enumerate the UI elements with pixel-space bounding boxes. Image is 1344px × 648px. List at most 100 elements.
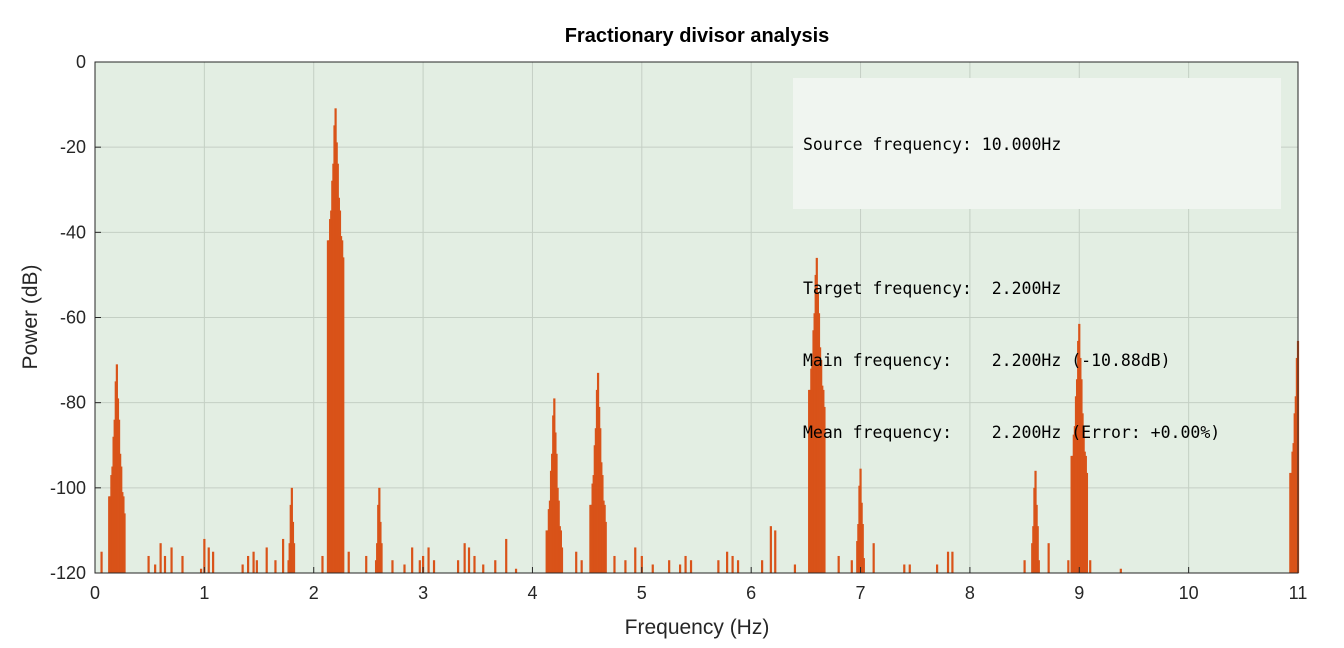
- y-tick-label: -100: [50, 478, 86, 498]
- spectrum-bar: [287, 560, 290, 573]
- y-tick-label: -80: [60, 393, 86, 413]
- spectrum-bar: [403, 564, 406, 573]
- spectrum-bar: [668, 560, 671, 573]
- spectrum-bar: [342, 257, 345, 573]
- spectrum-bar: [212, 551, 215, 573]
- spectrum-bar: [774, 530, 777, 573]
- info-mean-frequency: Mean frequency: 2.200Hz (Error: +0.00%): [803, 423, 1221, 442]
- info-main-frequency: Main frequency: 2.200Hz (-10.88dB): [803, 351, 1171, 370]
- spectrum-bar: [1036, 526, 1039, 573]
- spectrum-bar: [1023, 560, 1026, 573]
- spectrum-bar: [862, 558, 865, 573]
- spectrum-bar: [908, 564, 911, 573]
- spectrum-bar: [203, 538, 206, 573]
- spectrum-bar: [1119, 568, 1122, 573]
- spectrum-bar: [793, 564, 797, 573]
- x-tick-label: 8: [965, 583, 975, 603]
- spectrum-bar: [689, 560, 693, 573]
- x-tick-label: 7: [856, 583, 866, 603]
- spectrum-bar: [1067, 560, 1070, 573]
- spectrum-bar: [207, 547, 210, 573]
- y-tick-label: -40: [60, 222, 86, 242]
- bar-series: [100, 108, 1300, 574]
- spectrum-bar: [837, 555, 840, 573]
- x-tick-label: 1: [199, 583, 209, 603]
- spectrum-bar: [678, 564, 682, 573]
- y-tick-label: 0: [76, 52, 86, 72]
- x-tick-label: 5: [637, 583, 647, 603]
- spectrum-bar: [903, 564, 906, 573]
- spectrum-bar: [1047, 543, 1050, 573]
- spectrum-bar: [380, 543, 383, 573]
- spectrum-bar: [808, 389, 811, 573]
- spectrum-bar: [613, 555, 616, 573]
- spectrum-bar: [946, 551, 950, 573]
- spectrum-bar: [159, 543, 162, 573]
- spectrum-bar: [545, 530, 548, 573]
- spectrum-bar: [255, 560, 258, 573]
- spectrum-bar: [560, 547, 564, 573]
- x-tick-label: 3: [418, 583, 428, 603]
- spectrum-bar: [936, 564, 939, 573]
- spectrum-bar: [1289, 472, 1292, 573]
- spectrum-bar: [170, 547, 173, 573]
- spectrum-bar: [374, 560, 378, 573]
- spectrum-bar: [377, 504, 380, 573]
- spectrum-bar: [391, 560, 394, 573]
- spectrum-bar: [514, 568, 518, 573]
- spectrum-bar: [108, 496, 111, 573]
- y-tick-label: -20: [60, 137, 86, 157]
- spectrum-bar: [684, 555, 687, 573]
- x-tick-label: 4: [527, 583, 537, 603]
- spectrum-bar: [861, 524, 864, 573]
- spectrum-bar: [634, 547, 637, 573]
- spectrum-bar: [252, 551, 255, 573]
- spectrum-bar: [1089, 560, 1092, 573]
- spectrum-bar: [463, 543, 466, 573]
- spectrum-bar: [589, 504, 592, 573]
- x-tick-label: 0: [90, 583, 100, 603]
- spectrum-bar: [418, 560, 421, 573]
- spectrum-bar: [154, 564, 157, 573]
- spectrum-bar: [326, 240, 330, 574]
- spectrum-bar: [376, 543, 379, 573]
- spectrum-bar: [823, 406, 826, 573]
- x-axis-label: Frequency (Hz): [625, 616, 770, 639]
- spectrum-bar: [850, 560, 853, 573]
- spectrum-bar: [123, 513, 126, 573]
- spectrum-bar: [432, 560, 436, 573]
- spectrum-bar: [473, 555, 476, 573]
- spectrum-bar: [292, 543, 296, 573]
- x-tick-label: 6: [746, 583, 756, 603]
- spectrum-bar: [856, 541, 859, 573]
- chart-title: Fractionary divisor analysis: [565, 25, 830, 47]
- spectrum-bar: [736, 560, 740, 573]
- spectrum-bar: [604, 521, 607, 573]
- spectrum-bar: [467, 547, 471, 573]
- spectrum-bar: [1037, 560, 1040, 573]
- spectrum-bar: [761, 560, 764, 573]
- y-axis-label: Power (dB): [19, 264, 42, 369]
- spectrum-bar: [241, 564, 244, 573]
- spectrum-bar: [1070, 455, 1073, 573]
- spectrum-bar: [494, 560, 497, 573]
- spectrum-bar: [580, 560, 583, 573]
- spectrum-bar: [421, 555, 425, 573]
- spectrum-bar: [282, 538, 285, 573]
- spectrum-bar: [482, 564, 485, 573]
- info-blank-line: [803, 205, 1271, 229]
- spectrum-bar: [147, 555, 150, 573]
- spectrum-bar: [731, 555, 734, 573]
- spectrum-bar: [181, 555, 184, 573]
- info-source-frequency: Source frequency: 10.000Hz: [803, 135, 1062, 154]
- spectrum-bar: [247, 555, 250, 573]
- info-box: Source frequency: 10.000Hz Target freque…: [793, 78, 1281, 442]
- x-tick-label: 9: [1074, 583, 1084, 603]
- spectrum-bar: [872, 543, 875, 573]
- spectrum-bar: [347, 551, 350, 573]
- spectrum-bar: [199, 568, 203, 573]
- spectrum-bar: [321, 555, 324, 573]
- spectrum-bar: [411, 547, 414, 573]
- x-tick-label: 2: [309, 583, 319, 603]
- spectrum-bar: [640, 555, 643, 573]
